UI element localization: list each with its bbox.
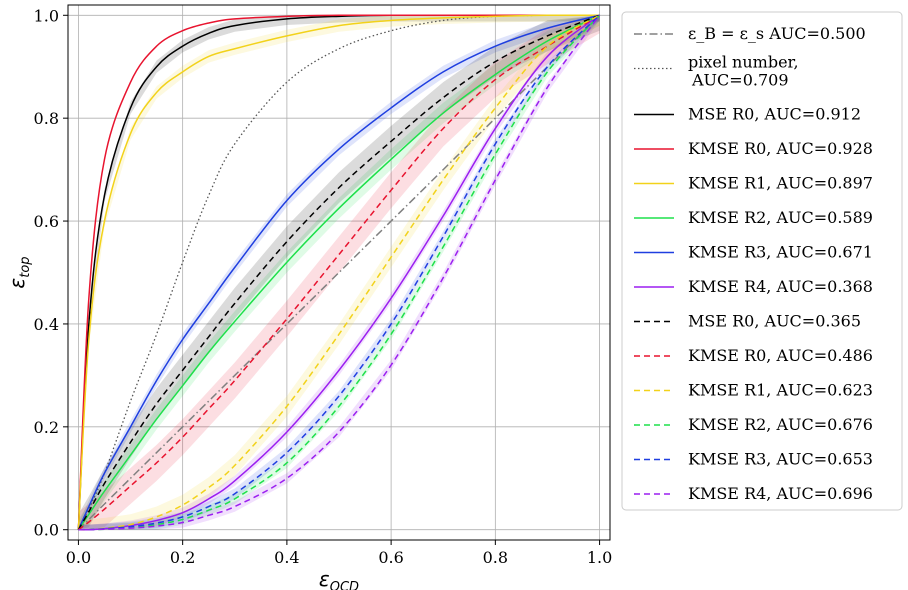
legend-entry-13: KMSE R4, AUC=0.696 bbox=[634, 484, 873, 503]
y-tick-label: 0.0 bbox=[34, 521, 59, 540]
y-axis-label: εtop bbox=[5, 256, 33, 288]
legend-label-13: KMSE R4, AUC=0.696 bbox=[688, 484, 873, 503]
legend-entry-11: KMSE R2, AUC=0.676 bbox=[634, 415, 873, 434]
y-tick-label: 0.2 bbox=[34, 418, 59, 437]
x-tick-label: 0.4 bbox=[274, 548, 299, 567]
legend-entry-10: KMSE R1, AUC=0.623 bbox=[634, 381, 873, 400]
legend-entry-1: pixel number, AUC=0.709 bbox=[634, 53, 799, 90]
series-band-11 bbox=[78, 15, 600, 530]
legend-label-2: MSE R0, AUC=0.912 bbox=[688, 105, 861, 124]
legend-label-10: KMSE R1, AUC=0.623 bbox=[688, 381, 873, 400]
series-line-13 bbox=[78, 14, 601, 531]
legend-label-3: KMSE R0, AUC=0.928 bbox=[688, 139, 873, 158]
x-tick-label: 1.0 bbox=[587, 548, 612, 567]
axis-ticks: 0.0 0.2 0.4 0.6 0.8 1.0 0.0 0.2 0.4 0.6 0.8 1.0 bbox=[34, 6, 613, 567]
y-tick-label: 1.0 bbox=[34, 6, 59, 25]
series-line-1 bbox=[77, 14, 600, 531]
grid bbox=[68, 5, 610, 540]
x-tick-label: 0.0 bbox=[66, 548, 91, 567]
legend-entry-8: MSE R0, AUC=0.365 bbox=[634, 312, 861, 331]
legend-label-12: KMSE R3, AUC=0.653 bbox=[688, 450, 873, 469]
series-lines bbox=[77, 14, 601, 531]
series-line-8 bbox=[77, 14, 600, 531]
legend-entry-3: KMSE R0, AUC=0.928 bbox=[634, 139, 873, 158]
legend-entry-12: KMSE R3, AUC=0.653 bbox=[634, 450, 873, 469]
legend-entry-4: KMSE R1, AUC=0.897 bbox=[634, 174, 873, 193]
legend-label-1: pixel number, AUC=0.709 bbox=[688, 53, 799, 90]
legend-entry-5: KMSE R2, AUC=0.589 bbox=[634, 208, 873, 227]
series-band-9 bbox=[78, 15, 600, 530]
x-tick-label: 0.2 bbox=[170, 548, 195, 567]
series-line-7 bbox=[78, 14, 601, 531]
legend-label-9: KMSE R0, AUC=0.486 bbox=[688, 346, 873, 365]
legend-label-7: KMSE R4, AUC=0.368 bbox=[688, 277, 873, 296]
x-axis-label: εQCD bbox=[319, 567, 359, 590]
legend-entry-9: KMSE R0, AUC=0.486 bbox=[634, 346, 873, 365]
y-tick-label: 0.4 bbox=[34, 315, 59, 334]
series-band-12 bbox=[78, 15, 600, 530]
series-line-12 bbox=[78, 14, 601, 531]
legend-frame bbox=[621, 11, 903, 511]
series-line-11 bbox=[78, 14, 601, 531]
y-tick-label: 0.6 bbox=[34, 212, 59, 231]
legend-entry-7: KMSE R4, AUC=0.368 bbox=[634, 277, 873, 296]
legend-label-5: KMSE R2, AUC=0.589 bbox=[688, 208, 873, 227]
series-line-0 bbox=[77, 14, 601, 531]
plot-frame bbox=[67, 4, 611, 541]
legend: ε_B = ε_s AUC=0.500 pixel number, AUC=0.70… bbox=[621, 11, 903, 511]
y-tick-label: 0.8 bbox=[34, 109, 59, 128]
x-tick-label: 0.6 bbox=[378, 548, 403, 567]
series-line-4 bbox=[77, 14, 600, 530]
plot-area bbox=[67, 4, 611, 541]
legend-label-4: KMSE R1, AUC=0.897 bbox=[688, 174, 873, 193]
series-line-3 bbox=[77, 14, 600, 530]
series-line-6 bbox=[77, 14, 600, 531]
legend-entry-2: MSE R0, AUC=0.912 bbox=[634, 105, 861, 124]
legend-entry-6: KMSE R3, AUC=0.671 bbox=[634, 243, 873, 262]
legend-label-6: KMSE R3, AUC=0.671 bbox=[688, 243, 873, 262]
legend-label-0: ε_B = ε_s AUC=0.500 bbox=[688, 24, 866, 43]
x-tick-label: 0.8 bbox=[483, 548, 508, 567]
legend-label-8: MSE R0, AUC=0.365 bbox=[688, 312, 861, 331]
legend-label-11: KMSE R2, AUC=0.676 bbox=[688, 415, 873, 434]
series-line-5 bbox=[77, 14, 600, 531]
legend-entry-0: ε_B = ε_s AUC=0.500 bbox=[634, 24, 866, 43]
